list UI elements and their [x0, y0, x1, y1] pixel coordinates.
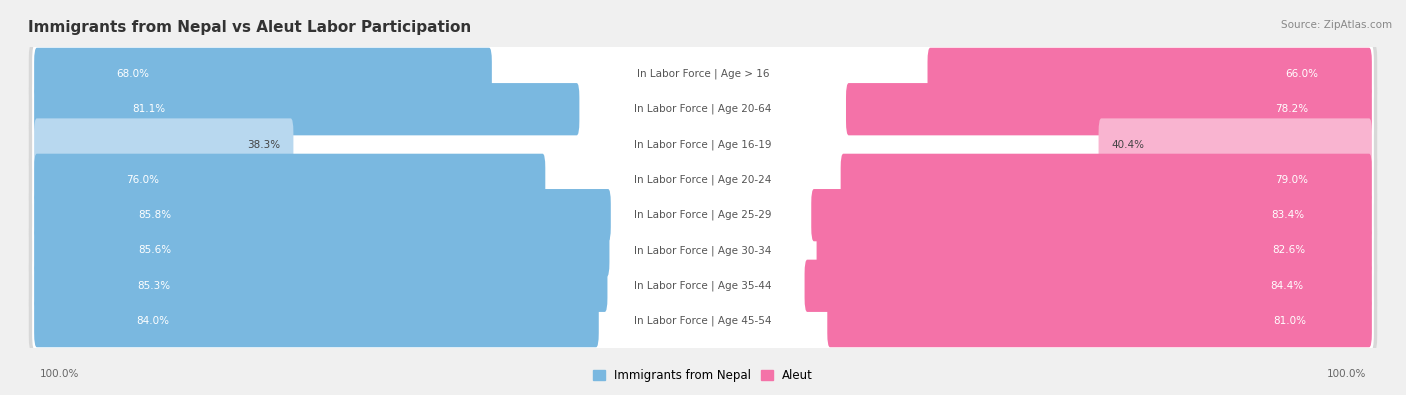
FancyBboxPatch shape: [28, 221, 1378, 280]
Text: In Labor Force | Age 45-54: In Labor Force | Age 45-54: [634, 316, 772, 326]
Text: In Labor Force | Age 20-64: In Labor Force | Age 20-64: [634, 104, 772, 115]
FancyBboxPatch shape: [28, 256, 1378, 316]
FancyBboxPatch shape: [928, 48, 1372, 100]
FancyBboxPatch shape: [32, 185, 1374, 246]
Text: 66.0%: 66.0%: [1285, 69, 1319, 79]
Text: 79.0%: 79.0%: [1275, 175, 1308, 185]
Text: 81.0%: 81.0%: [1274, 316, 1306, 326]
Text: 81.1%: 81.1%: [132, 104, 166, 114]
FancyBboxPatch shape: [32, 43, 1374, 104]
FancyBboxPatch shape: [32, 149, 1374, 210]
FancyBboxPatch shape: [32, 291, 1374, 352]
FancyBboxPatch shape: [32, 114, 1374, 175]
Text: In Labor Force | Age > 16: In Labor Force | Age > 16: [637, 69, 769, 79]
Text: 68.0%: 68.0%: [117, 69, 149, 79]
FancyBboxPatch shape: [32, 256, 1374, 316]
Text: 85.6%: 85.6%: [138, 245, 172, 256]
Text: 38.3%: 38.3%: [247, 139, 281, 150]
Text: Immigrants from Nepal vs Aleut Labor Participation: Immigrants from Nepal vs Aleut Labor Par…: [28, 20, 471, 35]
FancyBboxPatch shape: [817, 224, 1372, 276]
FancyBboxPatch shape: [28, 44, 1378, 103]
FancyBboxPatch shape: [34, 224, 609, 276]
Text: In Labor Force | Age 35-44: In Labor Force | Age 35-44: [634, 280, 772, 291]
FancyBboxPatch shape: [34, 295, 599, 347]
Text: 85.3%: 85.3%: [138, 281, 170, 291]
Text: In Labor Force | Age 16-19: In Labor Force | Age 16-19: [634, 139, 772, 150]
Text: 76.0%: 76.0%: [127, 175, 159, 185]
FancyBboxPatch shape: [28, 79, 1378, 139]
Text: 82.6%: 82.6%: [1272, 245, 1305, 256]
Text: 83.4%: 83.4%: [1271, 210, 1305, 220]
Text: 84.0%: 84.0%: [136, 316, 169, 326]
FancyBboxPatch shape: [811, 189, 1372, 241]
Text: 40.4%: 40.4%: [1111, 139, 1144, 150]
FancyBboxPatch shape: [34, 189, 610, 241]
FancyBboxPatch shape: [28, 115, 1378, 174]
FancyBboxPatch shape: [846, 83, 1372, 135]
FancyBboxPatch shape: [34, 118, 294, 171]
Text: 78.2%: 78.2%: [1275, 104, 1309, 114]
Text: In Labor Force | Age 25-29: In Labor Force | Age 25-29: [634, 210, 772, 220]
Text: In Labor Force | Age 30-34: In Labor Force | Age 30-34: [634, 245, 772, 256]
FancyBboxPatch shape: [804, 260, 1372, 312]
FancyBboxPatch shape: [28, 292, 1378, 351]
Legend: Immigrants from Nepal, Aleut: Immigrants from Nepal, Aleut: [588, 364, 818, 387]
FancyBboxPatch shape: [28, 150, 1378, 209]
Text: 84.4%: 84.4%: [1271, 281, 1303, 291]
FancyBboxPatch shape: [32, 220, 1374, 281]
Text: In Labor Force | Age 20-24: In Labor Force | Age 20-24: [634, 175, 772, 185]
Text: 85.8%: 85.8%: [138, 210, 172, 220]
FancyBboxPatch shape: [34, 154, 546, 206]
FancyBboxPatch shape: [32, 79, 1374, 139]
Text: Source: ZipAtlas.com: Source: ZipAtlas.com: [1281, 20, 1392, 30]
FancyBboxPatch shape: [34, 83, 579, 135]
FancyBboxPatch shape: [28, 186, 1378, 245]
FancyBboxPatch shape: [827, 295, 1372, 347]
FancyBboxPatch shape: [841, 154, 1372, 206]
FancyBboxPatch shape: [34, 48, 492, 100]
Text: 100.0%: 100.0%: [1327, 369, 1367, 379]
Text: 100.0%: 100.0%: [39, 369, 79, 379]
FancyBboxPatch shape: [1098, 118, 1372, 171]
FancyBboxPatch shape: [34, 260, 607, 312]
